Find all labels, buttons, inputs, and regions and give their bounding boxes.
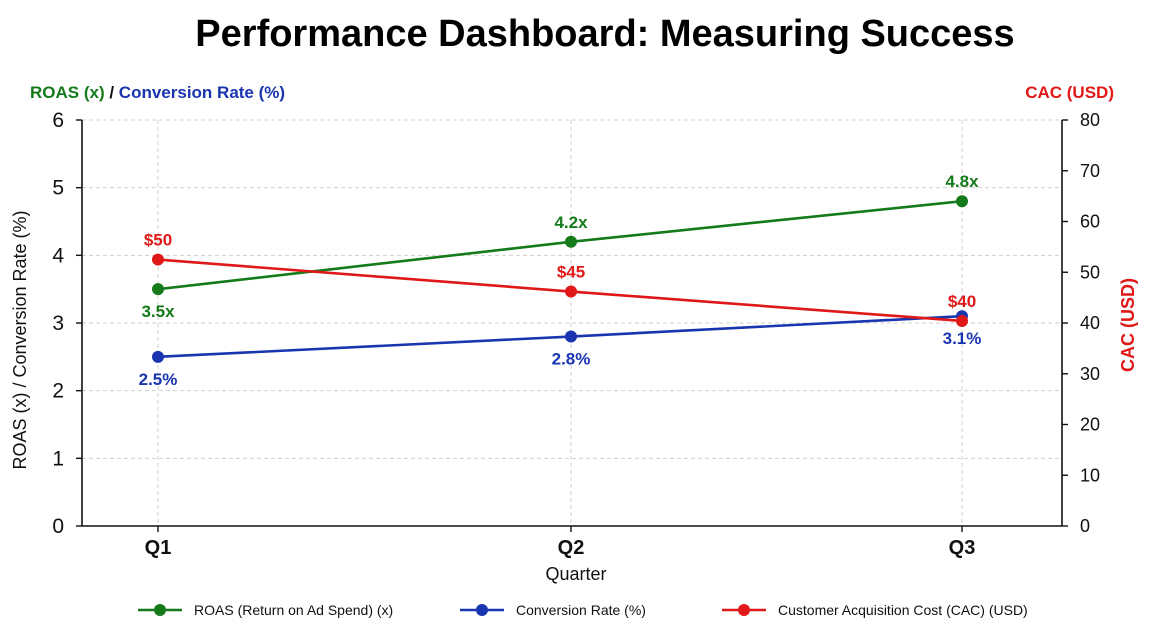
right-tick-label: 0 — [1080, 516, 1090, 536]
x-tick-label: Q1 — [145, 537, 172, 559]
series-1-data-label: 4.2x — [554, 213, 588, 232]
right-axis-header: CAC (USD) — [1025, 83, 1114, 102]
right-axis-label: CAC (USD) — [1118, 278, 1138, 372]
series-2-data-label: 2.5% — [139, 370, 178, 389]
legend-marker — [154, 604, 166, 616]
chart-title: Performance Dashboard: Measuring Success — [195, 13, 1014, 55]
series-1-data-label: 3.5x — [141, 302, 175, 321]
series-2-data-label: 3.1% — [943, 329, 982, 348]
series-3-point — [565, 285, 577, 298]
series-3-point — [956, 314, 968, 327]
right-tick-label: 30 — [1080, 364, 1100, 384]
series-1-data-label: 4.8x — [945, 172, 979, 191]
left-axis-header-part: Conversion Rate (%) — [119, 83, 285, 102]
x-tick-label: Q2 — [558, 537, 585, 559]
left-axis-header-part: ROAS (x) — [30, 83, 105, 102]
left-tick-label: 5 — [52, 177, 64, 200]
series-3-point — [152, 253, 164, 266]
left-tick-label: 2 — [52, 380, 64, 403]
series-1-point — [956, 195, 968, 208]
left-tick-label: 1 — [52, 447, 64, 470]
left-axis-label: ROAS (x) / Conversion Rate (%) — [10, 210, 30, 469]
x-tick-label: Q3 — [949, 537, 976, 559]
series-2-point — [152, 350, 164, 363]
left-tick-label: 0 — [52, 515, 64, 538]
series-1-point — [565, 235, 577, 248]
legend-label: Conversion Rate (%) — [516, 602, 646, 618]
right-tick-label: 20 — [1080, 415, 1100, 435]
series-2-data-label: 2.8% — [552, 350, 591, 369]
right-tick-label: 50 — [1080, 262, 1100, 282]
legend-marker — [738, 604, 750, 616]
left-tick-label: 3 — [52, 312, 64, 335]
right-tick-label: 40 — [1080, 313, 1100, 333]
left-axis-header: ROAS (x) / Conversion Rate (%) — [30, 83, 285, 102]
series-3-data-label: $40 — [948, 292, 976, 311]
legend-label: Customer Acquisition Cost (CAC) (USD) — [778, 602, 1028, 618]
left-tick-label: 4 — [52, 244, 64, 267]
series-3-data-label: $50 — [144, 231, 172, 250]
legend-marker — [476, 604, 488, 616]
right-tick-label: 70 — [1080, 161, 1100, 181]
right-tick-label: 10 — [1080, 465, 1100, 485]
x-axis-label: Quarter — [545, 564, 606, 584]
legend-label: ROAS (Return on Ad Spend) (x) — [194, 602, 393, 618]
series-3-data-label: $45 — [557, 263, 585, 282]
right-tick-label: 80 — [1080, 110, 1100, 130]
series-2-point — [565, 330, 577, 343]
left-axis-header-part: / — [105, 83, 119, 102]
right-tick-label: 60 — [1080, 212, 1100, 232]
series-1-point — [152, 283, 164, 296]
left-tick-label: 6 — [52, 109, 64, 132]
